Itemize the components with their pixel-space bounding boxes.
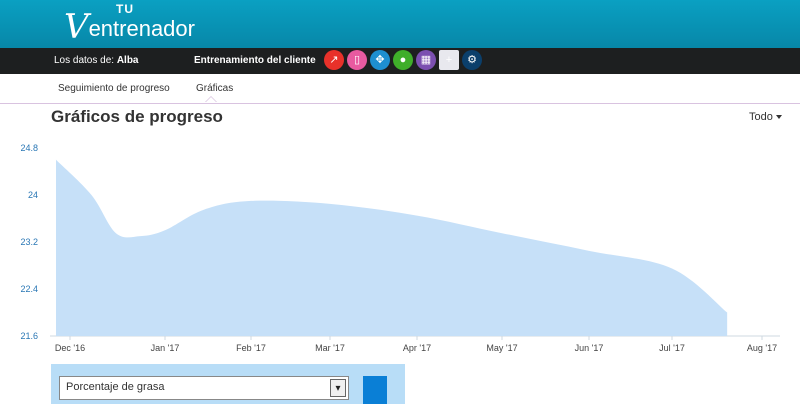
metric-select[interactable]: Porcentaje de grasa ▾	[59, 376, 349, 400]
x-tick-label: Mar '17	[315, 343, 345, 353]
y-tick-label: 24.8	[20, 143, 38, 153]
app-logo[interactable]: V TU entrenador	[64, 4, 195, 44]
clipboard-icon[interactable]: ▯	[347, 50, 367, 70]
tab-charts[interactable]: Gráficas	[196, 83, 233, 94]
logo-v: V	[64, 10, 89, 44]
range-dropdown[interactable]: Todo	[749, 111, 782, 123]
target-icon[interactable]: ✥	[370, 50, 390, 70]
client-label-prefix: Los datos de:	[54, 55, 114, 66]
range-label: Todo	[749, 111, 773, 123]
progress-chart: 24.8 24 23.2 22.4 21.6 Dec '16 Jan '17 Feb '17 M…	[0, 138, 800, 358]
x-tick-label: Aug '17	[747, 343, 777, 353]
logo-tu: TU	[116, 2, 134, 16]
metric-selected-value: Porcentaje de grasa	[66, 381, 164, 393]
x-tick-label: May '17	[486, 343, 517, 353]
series-area	[56, 160, 727, 336]
client-tools: ↗▯✥●▦+⚙	[324, 50, 482, 70]
tab-progress-tracking[interactable]: Seguimiento de progreso	[58, 83, 170, 94]
x-tick-label: Dec '16	[55, 343, 85, 353]
x-tick-label: Jul '17	[659, 343, 685, 353]
y-tick-label: 23.2	[20, 237, 38, 247]
x-tick-label: Jun '17	[575, 343, 604, 353]
page-title: Gráficos de progreso	[51, 107, 223, 127]
metric-panel: Porcentaje de grasa ▾	[51, 364, 405, 404]
y-tick-label: 22.4	[20, 284, 38, 294]
y-tick-label: 21.6	[20, 331, 38, 341]
client-section-title: Entrenamiento del cliente	[194, 55, 316, 66]
chevron-down-icon[interactable]: ▾	[330, 379, 346, 397]
active-tab-indicator	[205, 96, 217, 102]
x-tick-label: Apr '17	[403, 343, 431, 353]
client-name: Alba	[117, 55, 139, 66]
progress-chart-icon[interactable]: ↗	[324, 50, 344, 70]
subnav: Seguimiento de progreso Gráficas	[0, 74, 800, 104]
x-tick-label: Feb '17	[236, 343, 266, 353]
gear-icon[interactable]: ⚙	[462, 50, 482, 70]
client-label: Los datos de: Alba	[54, 55, 139, 66]
x-tick-label: Jan '17	[151, 343, 180, 353]
calendar-icon[interactable]: ▦	[416, 50, 436, 70]
y-tick-label: 24	[28, 190, 38, 200]
chevron-down-icon	[776, 115, 782, 119]
client-bar: Los datos de: Alba Entrenamiento del cli…	[0, 48, 800, 74]
plus-icon[interactable]: +	[439, 50, 459, 70]
apple-icon[interactable]: ●	[393, 50, 413, 70]
app-header: V TU entrenador	[0, 0, 800, 48]
logo-text: entrenador	[89, 16, 195, 42]
